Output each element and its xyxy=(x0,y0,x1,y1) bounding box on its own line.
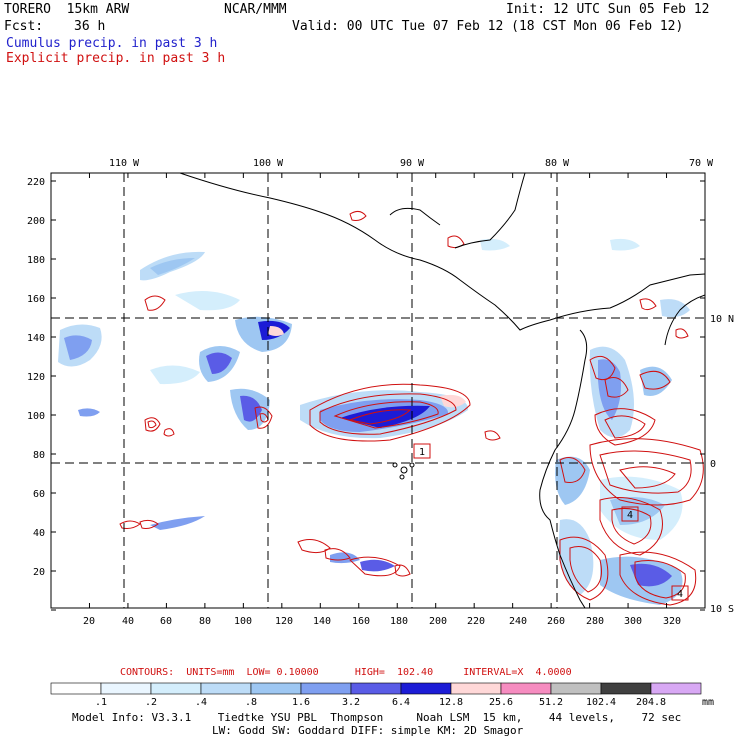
graticule xyxy=(51,173,705,608)
color-bar-level: 51.2 xyxy=(538,697,564,708)
color-bar-level: 102.4 xyxy=(585,697,617,708)
y-tick-label: 140 xyxy=(27,333,45,344)
box-label-4a: 4 xyxy=(627,510,633,521)
y-tick-label: 100 xyxy=(27,411,45,422)
contours-low: LOW= 0.10000 xyxy=(246,667,319,678)
x-tick-label: 180 xyxy=(390,616,408,627)
color-bar-swatch xyxy=(50,682,102,695)
lon-label-100w: 100 W xyxy=(253,158,284,169)
contours-summary: CONTOURS: UNITS=mm LOW= 0.10000 HIGH= 10… xyxy=(120,667,572,678)
color-bar-level: 6.4 xyxy=(391,697,411,708)
galapagos-islands xyxy=(392,462,415,480)
color-bar-level: 12.8 xyxy=(438,697,464,708)
init-time: Init: 12 UTC Sun 05 Feb 12 xyxy=(506,2,710,17)
color-bar-level: .8 xyxy=(244,697,258,708)
forecast-hours: 36 h xyxy=(74,19,106,34)
color-bar-level: 1.6 xyxy=(291,697,311,708)
color-bar-swatch xyxy=(250,682,302,695)
explicit-legend: Explicit precip. in past 3 h xyxy=(6,51,226,66)
x-tick-label: 60 xyxy=(160,616,172,627)
lat-label-0: 0 xyxy=(710,459,716,470)
coastline xyxy=(179,173,705,608)
x-tick-label: 80 xyxy=(199,616,211,627)
box-marker-4a xyxy=(621,506,639,522)
x-tick-label: 120 xyxy=(275,616,293,627)
color-bar-swatch xyxy=(650,682,702,695)
y-tick-label: 180 xyxy=(27,255,45,266)
model-info: Model Info: V3.3.1 Tiedtke YSU PBL Thomp… xyxy=(72,711,682,724)
box-marker-4b xyxy=(671,585,689,601)
lon-label-110w: 110 W xyxy=(109,158,140,169)
contours-high: HIGH= 102.40 xyxy=(354,667,434,678)
color-bar xyxy=(50,682,702,695)
x-axis-labels: 20 40 60 80 100 120 140 160 180 200 220 … xyxy=(83,616,681,627)
lon-label-70w: 70 W xyxy=(689,158,714,169)
x-tick-label: 200 xyxy=(429,616,447,627)
physics-info: LW: Godd SW: Goddard DIFF: simple KM: 2D… xyxy=(212,724,524,737)
x-tick-label: 280 xyxy=(586,616,604,627)
org-label: NCAR/MMM xyxy=(224,2,287,17)
cumulus-precip-shading xyxy=(58,238,690,605)
tick-marks xyxy=(50,173,705,611)
y-tick-label: 120 xyxy=(27,372,45,383)
color-bar-level: 3.2 xyxy=(341,697,361,708)
y-tick-label: 220 xyxy=(27,177,45,188)
x-tick-label: 320 xyxy=(663,616,681,627)
lon-label-90w: 90 W xyxy=(400,158,425,169)
color-bar-level: .2 xyxy=(144,697,158,708)
y-tick-label: 160 xyxy=(27,294,45,305)
color-bar-unit: mm xyxy=(701,697,715,708)
y-tick-label: 80 xyxy=(33,450,45,461)
x-tick-label: 100 xyxy=(234,616,252,627)
color-bar-swatch xyxy=(500,682,552,695)
color-bar-level: .4 xyxy=(194,697,208,708)
x-tick-label: 160 xyxy=(352,616,370,627)
color-bar-swatch xyxy=(100,682,152,695)
box-marker-1 xyxy=(413,443,431,459)
valid-time: Valid: 00 UTC Tue 07 Feb 12 (18 CST Mon … xyxy=(292,19,684,34)
box-markers xyxy=(413,443,689,601)
y-tick-label: 40 xyxy=(33,528,45,539)
x-tick-label: 140 xyxy=(313,616,331,627)
color-bar-level: .1 xyxy=(94,697,108,708)
map-frame xyxy=(50,172,706,609)
box-label-1: 1 xyxy=(419,447,425,458)
color-bar-swatch xyxy=(450,682,502,695)
x-tick-label: 240 xyxy=(509,616,527,627)
color-bar-swatch xyxy=(550,682,602,695)
y-tick-label: 200 xyxy=(27,216,45,227)
y-axis-labels: 220 200 180 160 140 120 100 80 60 40 20 xyxy=(27,177,45,578)
x-tick-label: 300 xyxy=(624,616,642,627)
lon-label-80w: 80 W xyxy=(545,158,570,169)
color-bar-swatch xyxy=(600,682,652,695)
color-bar-swatch xyxy=(200,682,252,695)
y-tick-label: 20 xyxy=(33,567,45,578)
explicit-precip-contours xyxy=(119,210,704,606)
x-tick-label: 20 xyxy=(83,616,95,627)
model-title: TORERO 15km ARW xyxy=(4,2,130,17)
contours-interval: INTERVAL=X 4.0000 xyxy=(463,667,572,678)
forecast-label: Fcst: xyxy=(4,19,44,34)
color-bar-level: 204.8 xyxy=(635,697,667,708)
contours-title: CONTOURS: xyxy=(120,667,175,678)
color-bar-level: 25.6 xyxy=(488,697,514,708)
contours-units: UNITS=mm xyxy=(186,667,235,678)
color-bar-swatch xyxy=(350,682,402,695)
cumulus-legend: Cumulus precip. in past 3 h xyxy=(6,36,218,51)
color-bar-swatch xyxy=(150,682,202,695)
box-label-4b: 4 xyxy=(677,589,683,600)
lat-label-10s: 10 S xyxy=(710,604,734,615)
color-bar-swatch xyxy=(400,682,452,695)
color-bar-swatch xyxy=(300,682,352,695)
x-tick-label: 220 xyxy=(467,616,485,627)
lat-label-10n: 10 N xyxy=(710,314,734,325)
x-tick-label: 40 xyxy=(122,616,134,627)
y-tick-label: 60 xyxy=(33,489,45,500)
x-tick-label: 260 xyxy=(547,616,565,627)
